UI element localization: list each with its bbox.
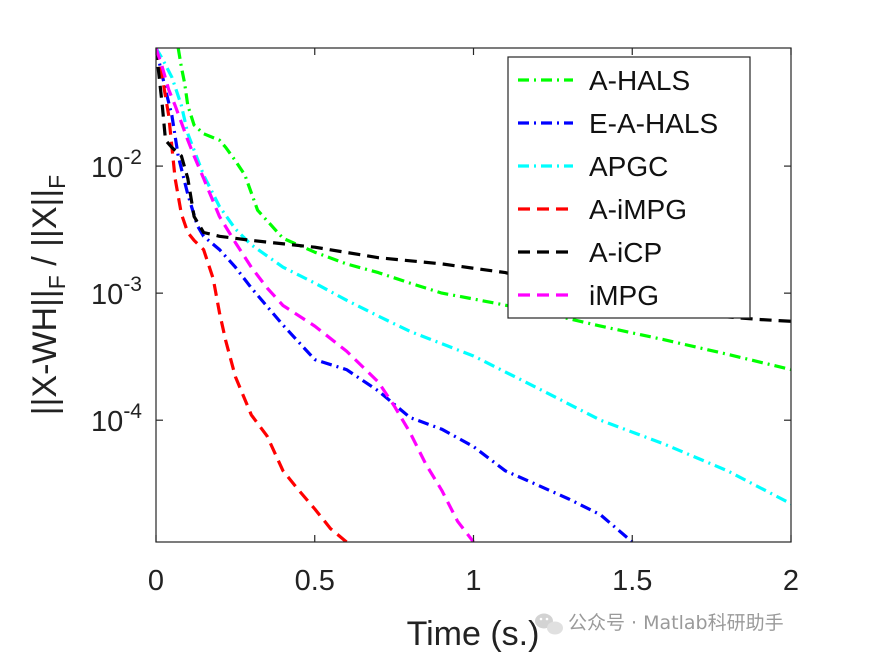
legend-label: A-iCP [589,237,662,268]
x-tick-label: 0.5 [295,565,335,597]
x-tick-label: 1 [465,565,481,597]
legend-label: A-HALS [589,65,690,96]
legend-entry-e-a-hals: E-A-HALS [518,108,718,139]
legend-label: E-A-HALS [589,108,718,139]
watermark: 公众号 · Matlab科研助手 [535,612,784,635]
y-tick-label: 10-3 [91,273,142,311]
series-line-e-a-hals [156,48,634,542]
y-axis-title: ||X-WH||F / ||X||F [26,175,70,415]
legend-entry-a-icp: A-iCP [518,237,662,268]
y-tick-label: 10-4 [91,400,142,438]
legend-label: iMPG [589,280,659,311]
x-tick-label: 1.5 [612,565,652,597]
series-line-a-impg [156,48,348,542]
legend-entry-a-hals: A-HALS [518,65,690,96]
legend-entry-apgc: APGC [518,151,668,182]
series-line-apgc [156,48,791,506]
y-axis-title-sub1: F [44,275,70,289]
y-axis-title-main: ||X-WH|| [26,289,64,415]
legend-label: APGC [589,151,668,182]
y-axis-title-div: / ||X|| [26,189,64,275]
legend-entry-a-impg: A-iMPG [518,194,687,225]
legend: A-HALS E-A-HALS APGC A-iMPG A-iCP iMPG [507,56,751,319]
wechat-icon [535,613,563,635]
legend-label: A-iMPG [589,194,687,225]
x-tick-label: 2 [783,565,799,597]
y-axis-title-sub2: F [44,175,70,189]
series-line-impg [156,48,475,542]
x-tick-label: 0 [148,565,164,597]
y-tick-label: 10-2 [91,146,142,184]
legend-entry-impg: iMPG [518,280,659,311]
watermark-text: 公众号 · Matlab科研助手 [568,612,784,634]
x-axis-title: Time (s.) [407,615,540,653]
legend-box [507,56,751,319]
